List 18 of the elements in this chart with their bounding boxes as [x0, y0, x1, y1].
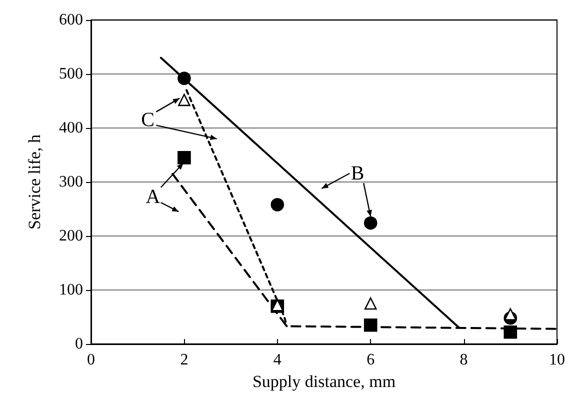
y-tick-label: 200 — [59, 228, 83, 244]
y-axis-title: Service life, h — [25, 134, 44, 230]
x-tick-label: 6 — [366, 352, 375, 368]
x-tick-label: 2 — [180, 352, 188, 368]
y-tick-label: 500 — [59, 66, 83, 82]
annotation: C — [141, 108, 155, 131]
y-tick-label: 600 — [59, 12, 83, 28]
x-tick-label: 4 — [273, 352, 282, 368]
annotation: A — [146, 186, 161, 208]
x-tick-label: 10 — [549, 352, 565, 368]
x-axis-title: Supply distance, mm — [252, 372, 396, 391]
y-tick-label: 300 — [59, 174, 83, 190]
y-tick-label: 0 — [75, 336, 83, 352]
x-tick-label: 8 — [460, 352, 468, 368]
annotation: B — [350, 162, 364, 184]
y-tick-label: 100 — [59, 282, 83, 298]
x-tick-label: 0 — [87, 352, 95, 368]
y-tick-label: 400 — [59, 120, 83, 136]
